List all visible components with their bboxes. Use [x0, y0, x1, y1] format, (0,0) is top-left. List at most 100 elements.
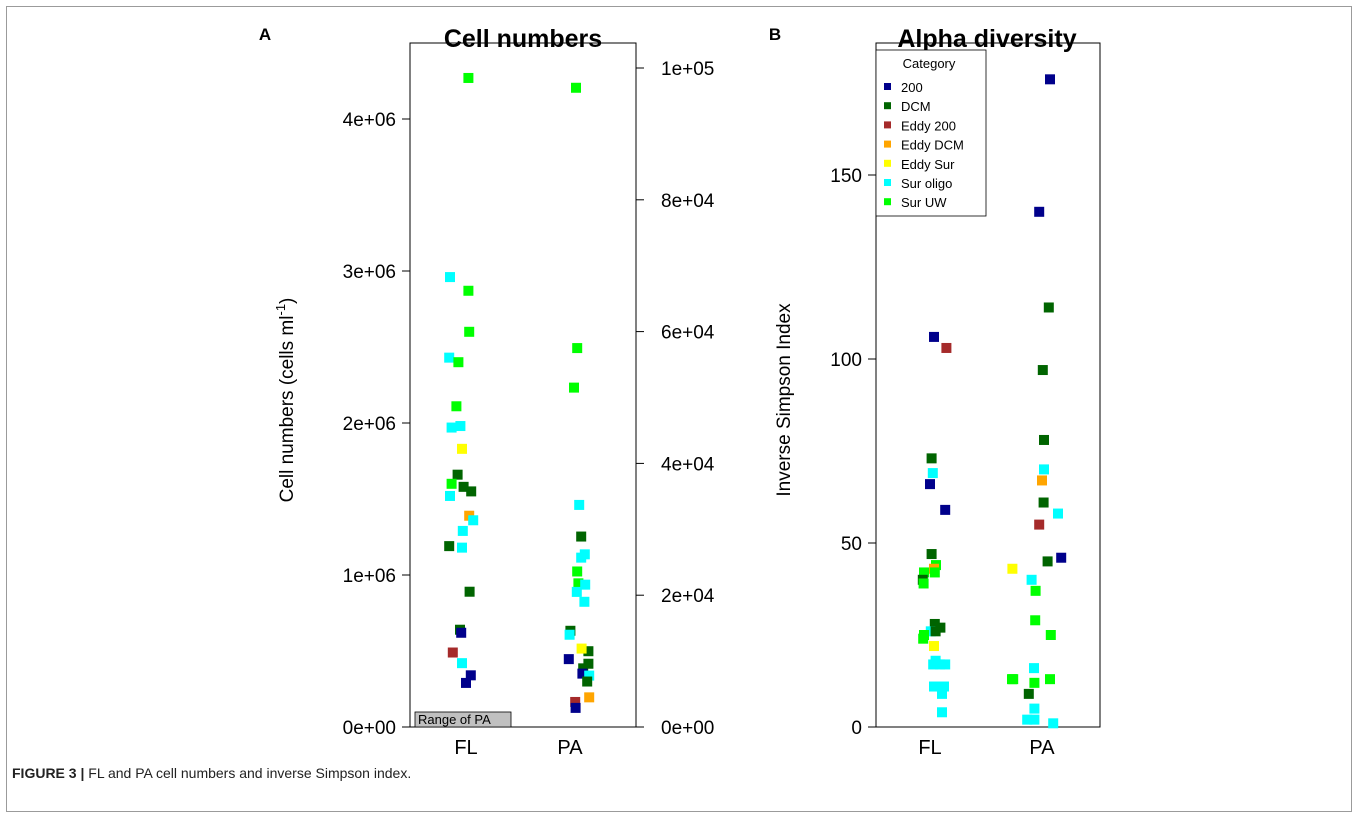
- data-point: [580, 579, 591, 590]
- legend-title: Category: [903, 56, 956, 71]
- data-point: [926, 549, 937, 560]
- data-point: [577, 668, 588, 679]
- data-point: [464, 326, 475, 337]
- data-point: [583, 646, 594, 657]
- data-point: [1022, 714, 1033, 725]
- data-point: [1048, 718, 1059, 729]
- legend-swatch: [884, 83, 891, 90]
- data-point: [1042, 556, 1053, 567]
- data-point: [579, 596, 590, 607]
- data-point: [578, 663, 589, 674]
- data-point: [1034, 206, 1045, 217]
- range-of-pa-label: Range of PA: [418, 712, 491, 727]
- figure-frame: [6, 6, 1352, 812]
- legend: Category 200 DCM Eddy 200 Eddy DCM Eddy Sur Su…: [875, 49, 987, 217]
- data-point: [918, 633, 929, 644]
- data-point: [1045, 74, 1055, 85]
- data-point: [576, 643, 587, 654]
- legend-swatch: [884, 121, 891, 129]
- caption-label: FIGURE 3 |: [12, 765, 85, 781]
- data-point: [1045, 674, 1055, 685]
- data-point: [572, 343, 583, 354]
- right-axis-tick-label: 1e+05: [661, 59, 714, 80]
- data-point: [919, 567, 929, 578]
- data-point: [445, 272, 455, 283]
- figure-caption: FIGURE 3 | FL and PA cell numbers and in…: [12, 765, 411, 781]
- data-point: [1043, 302, 1054, 313]
- legend-entry-label: DCM: [901, 99, 931, 114]
- data-point: [1053, 508, 1063, 519]
- legend-entry-label: Sur UW: [901, 195, 947, 210]
- data-point: [468, 515, 479, 526]
- data-point: [582, 676, 593, 687]
- left-axis-tick-label: 4e+06: [343, 110, 396, 131]
- data-point: [572, 566, 583, 577]
- right-axis-tick-label: 0e+00: [661, 718, 714, 739]
- data-point: [940, 504, 951, 515]
- data-point: [463, 72, 474, 83]
- panel-b-letter: B: [769, 25, 781, 44]
- panel-b-y-label: Inverse Simpson Index: [774, 303, 795, 497]
- data-point: [446, 422, 457, 433]
- right-axis-tick-label: 2e+04: [661, 586, 715, 607]
- data-point: [457, 525, 468, 536]
- data-point: [939, 681, 949, 692]
- panel-a-title: Cell numbers: [444, 25, 602, 53]
- right-axis-tick-label: 8e+04: [661, 191, 715, 212]
- data-point: [1030, 585, 1041, 596]
- data-point: [1039, 464, 1049, 475]
- b-axis-tick-label: 0: [851, 718, 862, 739]
- data-point: [1007, 563, 1018, 574]
- left-axis-tick-label: 0e+00: [343, 718, 396, 739]
- data-point: [1029, 677, 1040, 688]
- data-point: [444, 352, 455, 363]
- data-point: [1023, 688, 1034, 699]
- data-point: [444, 541, 455, 552]
- legend-entry-label: Eddy Sur: [901, 157, 955, 172]
- data-point: [563, 654, 574, 665]
- data-point: [1045, 630, 1056, 640]
- data-point: [927, 468, 938, 479]
- data-point: [926, 453, 937, 464]
- legend-swatch: [884, 140, 891, 148]
- data-point: [576, 531, 587, 542]
- panel-a-letter: A: [259, 25, 271, 44]
- data-point: [918, 578, 929, 589]
- left-axis-tick-label: 1e+06: [343, 566, 396, 587]
- data-point: [564, 629, 575, 640]
- panel-a: A Cell numbers 0e+00 1e+06 2e+06 3e+06 4e+06 0e…: [259, 25, 715, 759]
- data-point: [1034, 519, 1045, 530]
- panel-b-plot-box: [875, 42, 1101, 728]
- data-point: [464, 586, 475, 597]
- right-axis-tick-label: 4e+04: [661, 454, 715, 475]
- legend-swatch: [884, 198, 891, 206]
- legend-box: [875, 49, 987, 217]
- data-point: [1056, 552, 1067, 563]
- x-tick-label-pa: PA: [557, 737, 583, 759]
- x-tick-label-fl: FL: [454, 737, 477, 759]
- data-point: [452, 469, 463, 480]
- range-of-pa-box: [414, 711, 512, 728]
- data-point: [1026, 574, 1037, 585]
- data-point: [571, 82, 581, 93]
- data-point: [1030, 615, 1041, 626]
- legend-entry-label: Eddy 200: [901, 118, 956, 133]
- data-point: [457, 658, 467, 669]
- data-point: [574, 499, 585, 510]
- data-point: [929, 331, 939, 342]
- data-point: [1029, 703, 1040, 714]
- b-axis-tick-label: 50: [841, 534, 862, 555]
- panel-b-title: Alpha diversity: [897, 25, 1076, 53]
- data-point: [1037, 475, 1047, 486]
- data-point: [573, 578, 584, 589]
- data-point: [929, 681, 939, 692]
- legend-swatch: [884, 102, 891, 110]
- b-x-tick-label-pa: PA: [1029, 737, 1055, 759]
- data-point: [461, 677, 471, 688]
- data-point: [1039, 434, 1049, 445]
- data-point: [1007, 674, 1017, 685]
- caption-text: FL and PA cell numbers and inverse Simps…: [84, 765, 412, 781]
- data-point: [1037, 365, 1048, 376]
- legend-entry-label: 200: [901, 80, 923, 95]
